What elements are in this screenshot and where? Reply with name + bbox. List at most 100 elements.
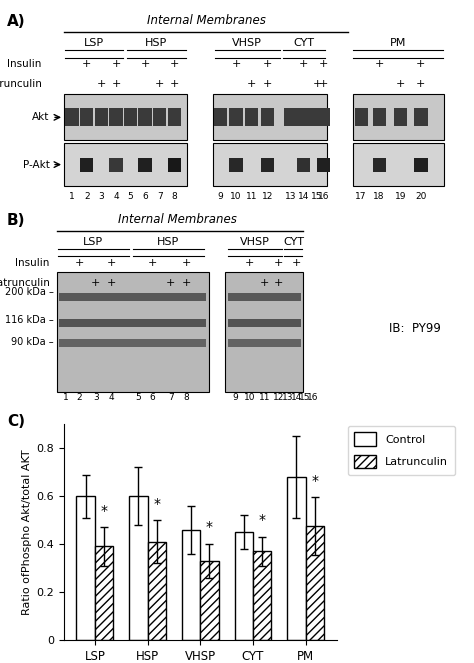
Text: +: + [75, 257, 84, 268]
Text: 116 kDa –: 116 kDa – [5, 315, 54, 326]
Text: 2: 2 [77, 392, 82, 402]
Text: 10: 10 [244, 392, 255, 402]
Text: *: * [153, 497, 160, 511]
Text: P-Akt: P-Akt [23, 160, 50, 170]
Text: 8: 8 [183, 392, 189, 402]
Text: 7: 7 [157, 192, 163, 201]
Text: 200 kDa –: 200 kDa – [5, 287, 54, 298]
Text: LSP: LSP [84, 38, 104, 48]
Bar [317, 158, 330, 172]
Bar [95, 108, 108, 126]
Text: 1: 1 [63, 392, 68, 402]
Text: +: + [170, 58, 179, 69]
Bar [64, 143, 187, 186]
Text: A): A) [7, 14, 26, 29]
Bar [373, 158, 386, 172]
Text: 6: 6 [142, 192, 148, 201]
Text: +: + [82, 58, 91, 69]
Text: 14: 14 [291, 392, 302, 402]
Y-axis label: Ratio ofPhospho Akt/total AKT: Ratio ofPhospho Akt/total AKT [22, 450, 32, 615]
Text: 15: 15 [299, 392, 310, 402]
Text: +: + [111, 58, 121, 69]
Bar [355, 108, 368, 126]
Bar [287, 477, 306, 640]
Bar [414, 108, 428, 126]
Legend: Control, Latrunculin: Control, Latrunculin [347, 426, 455, 475]
Text: +: + [274, 257, 283, 268]
Bar [168, 158, 181, 172]
Text: Internal Membranes: Internal Membranes [118, 213, 237, 226]
Text: +: + [416, 78, 426, 89]
Text: LSP: LSP [83, 237, 103, 247]
Bar [284, 108, 297, 126]
Text: CYT: CYT [283, 237, 304, 247]
Text: +: + [263, 78, 272, 89]
Text: 11: 11 [246, 192, 257, 201]
Bar [253, 551, 272, 640]
Text: 4: 4 [109, 392, 114, 402]
Bar [59, 319, 206, 327]
Text: 15: 15 [311, 192, 323, 201]
Text: +: + [396, 78, 405, 89]
Text: 20: 20 [415, 192, 427, 201]
Text: Internal Membranes: Internal Membranes [147, 14, 265, 27]
Bar [261, 108, 274, 126]
Text: 3: 3 [93, 392, 99, 402]
Text: 10: 10 [230, 192, 242, 201]
Text: 4: 4 [113, 192, 119, 201]
Text: +: + [182, 257, 191, 268]
Text: +: + [170, 78, 179, 89]
Bar [59, 293, 206, 301]
Text: VHSP: VHSP [232, 38, 262, 48]
Bar [228, 293, 301, 301]
Text: 3: 3 [99, 192, 104, 201]
Text: 6: 6 [150, 392, 155, 402]
Text: 13: 13 [282, 392, 293, 402]
Text: +: + [319, 58, 328, 69]
Text: +: + [97, 78, 106, 89]
Bar [353, 143, 444, 186]
Bar [213, 143, 327, 186]
Text: +: + [416, 58, 426, 69]
Text: +: + [260, 278, 269, 288]
Bar [229, 158, 243, 172]
Text: 18: 18 [374, 192, 385, 201]
Text: HSP: HSP [146, 38, 167, 48]
Text: +: + [319, 78, 328, 89]
Bar [200, 561, 219, 640]
Bar [138, 158, 152, 172]
Bar [225, 272, 303, 392]
Text: *: * [311, 474, 319, 488]
Bar [310, 108, 324, 126]
Bar [213, 94, 327, 140]
Bar [129, 496, 147, 640]
Text: 11: 11 [259, 392, 270, 402]
Text: *: * [206, 520, 213, 534]
Text: Insulin: Insulin [15, 257, 50, 268]
Bar [65, 108, 79, 126]
Bar [95, 546, 113, 640]
Bar [76, 496, 95, 640]
Bar [317, 108, 330, 126]
Bar [59, 339, 206, 347]
Text: *: * [100, 504, 108, 518]
Bar [109, 108, 123, 126]
Bar [297, 158, 310, 172]
Text: 16: 16 [318, 192, 329, 201]
Text: +: + [111, 78, 121, 89]
Text: 90 kDa –: 90 kDa – [11, 337, 54, 347]
Bar [147, 542, 166, 640]
Bar [229, 108, 243, 126]
Text: Insulin: Insulin [7, 58, 42, 69]
Text: 5: 5 [136, 392, 141, 402]
Text: C): C) [7, 414, 25, 430]
Text: 2: 2 [84, 192, 90, 201]
Text: +: + [107, 257, 116, 268]
Text: +: + [292, 257, 301, 268]
Text: +: + [148, 257, 157, 268]
Text: +: + [312, 78, 322, 89]
Text: 12: 12 [262, 192, 273, 201]
Text: 12: 12 [273, 392, 284, 402]
Bar [124, 108, 137, 126]
Text: +: + [299, 58, 309, 69]
